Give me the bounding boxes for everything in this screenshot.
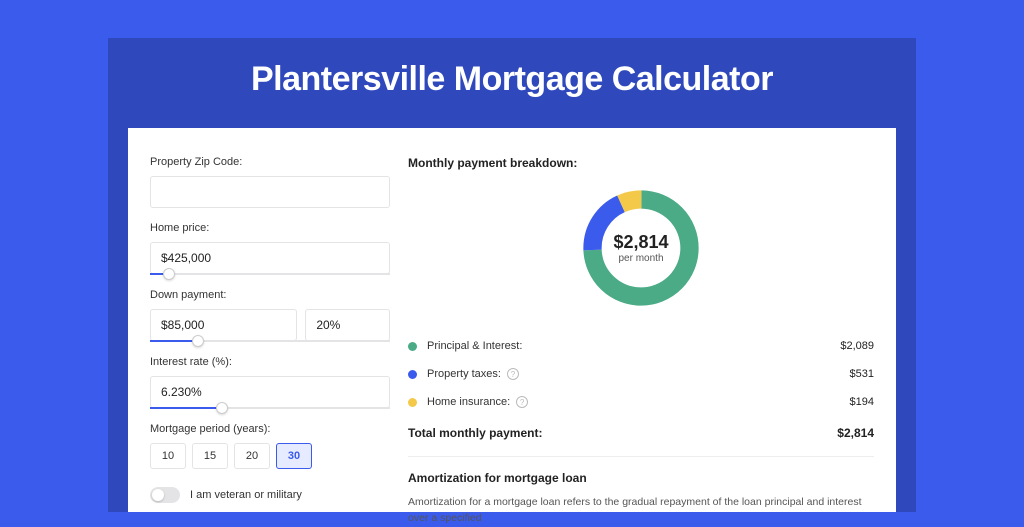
- period-buttons: 10 15 20 30: [150, 443, 390, 469]
- slider-thumb[interactable]: [163, 268, 175, 280]
- period-btn-10[interactable]: 10: [150, 443, 186, 469]
- breakdown-column: Monthly payment breakdown: $2,814 per mo…: [408, 156, 874, 484]
- legend-label: Principal & Interest:: [427, 340, 840, 352]
- period-btn-30[interactable]: 30: [276, 443, 312, 469]
- legend-row-insurance: Home insurance: ? $194: [408, 388, 874, 416]
- divider: [408, 456, 874, 457]
- legend-row-principal: Principal & Interest: $2,089: [408, 332, 874, 360]
- interest-field: Interest rate (%):: [150, 356, 390, 409]
- page-title: Plantersville Mortgage Calculator: [0, 60, 1024, 99]
- home-price-input[interactable]: [150, 242, 390, 274]
- zip-input[interactable]: [150, 176, 390, 208]
- period-btn-15[interactable]: 15: [192, 443, 228, 469]
- interest-slider[interactable]: [150, 407, 390, 409]
- veteran-label: I am veteran or military: [190, 489, 302, 501]
- down-payment-pct-input[interactable]: [305, 309, 390, 341]
- slider-thumb[interactable]: [192, 335, 204, 347]
- period-label: Mortgage period (years):: [150, 423, 390, 435]
- period-field: Mortgage period (years): 10 15 20 30: [150, 423, 390, 469]
- dot-icon: [408, 398, 417, 407]
- legend-value: $194: [850, 396, 874, 408]
- period-btn-20[interactable]: 20: [234, 443, 270, 469]
- interest-input[interactable]: [150, 376, 390, 408]
- total-label: Total monthly payment:: [408, 426, 837, 440]
- legend-label: Property taxes: ?: [427, 368, 850, 380]
- legend-label: Home insurance: ?: [427, 396, 850, 408]
- down-payment-label: Down payment:: [150, 289, 390, 301]
- amortization-text: Amortization for a mortgage loan refers …: [408, 495, 874, 527]
- home-price-slider[interactable]: [150, 273, 390, 275]
- slider-thumb[interactable]: [216, 402, 228, 414]
- zip-field: Property Zip Code:: [150, 156, 390, 208]
- home-price-label: Home price:: [150, 222, 390, 234]
- interest-label: Interest rate (%):: [150, 356, 390, 368]
- donut-center: $2,814 per month: [613, 232, 668, 264]
- breakdown-title: Monthly payment breakdown:: [408, 156, 874, 170]
- donut-chart: $2,814 per month: [408, 184, 874, 312]
- help-icon[interactable]: ?: [516, 396, 528, 408]
- total-value: $2,814: [837, 426, 874, 440]
- down-payment-input[interactable]: [150, 309, 297, 341]
- zip-label: Property Zip Code:: [150, 156, 390, 168]
- donut-value: $2,814: [613, 232, 668, 253]
- legend-value: $2,089: [840, 340, 874, 352]
- amortization-title: Amortization for mortgage loan: [408, 471, 874, 485]
- down-payment-slider[interactable]: [150, 340, 390, 342]
- calculator-card: Property Zip Code: Home price: Down paym…: [128, 128, 896, 512]
- legend-row-taxes: Property taxes: ? $531: [408, 360, 874, 388]
- dot-icon: [408, 370, 417, 379]
- form-column: Property Zip Code: Home price: Down paym…: [150, 156, 390, 484]
- veteran-toggle[interactable]: [150, 487, 180, 503]
- veteran-row: I am veteran or military: [150, 487, 390, 503]
- down-payment-field: Down payment:: [150, 289, 390, 342]
- dot-icon: [408, 342, 417, 351]
- total-row: Total monthly payment: $2,814: [408, 416, 874, 456]
- home-price-field: Home price:: [150, 222, 390, 275]
- donut-sub: per month: [613, 253, 668, 264]
- legend-value: $531: [850, 368, 874, 380]
- help-icon[interactable]: ?: [507, 368, 519, 380]
